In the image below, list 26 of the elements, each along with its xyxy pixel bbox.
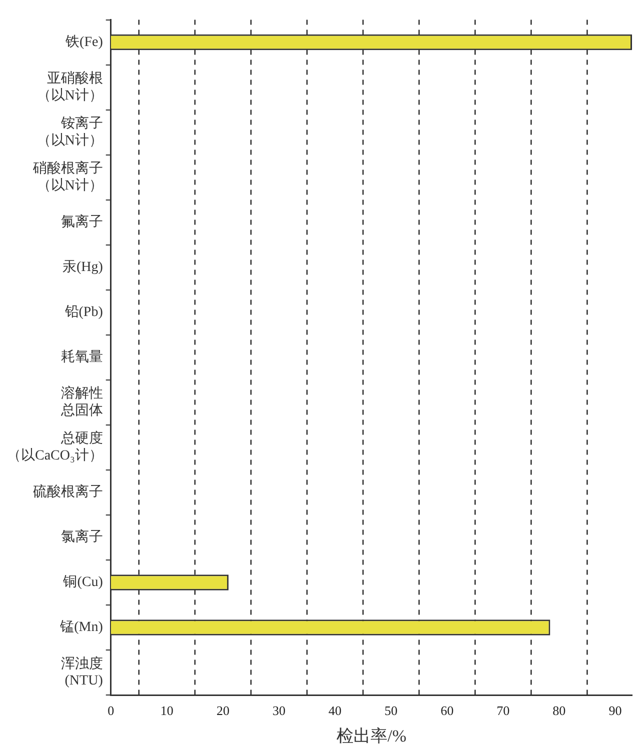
x-tick-label: 30: [272, 703, 286, 718]
x-tick-label: 60: [440, 703, 454, 718]
x-tick-label: 20: [216, 703, 230, 718]
x-tick-label: 70: [496, 703, 510, 718]
x-tick-label: 40: [328, 703, 342, 718]
y-tick-label: 总硬度（以CaCO₃计）: [6, 430, 103, 464]
y-tick-label: 硝酸根离子（以N计）: [32, 160, 103, 194]
y-tick-label: 汞(Hg): [62, 260, 104, 276]
y-tick-label: 浑浊度(NTU): [60, 656, 104, 689]
y-tick-label: 锰(Mn): [59, 619, 104, 636]
y-tick-label: 氟离子: [60, 214, 103, 230]
y-tick-label: 硫酸根离子: [32, 484, 103, 500]
y-tick-label: 铁(Fe): [64, 34, 104, 50]
x-tick-label: 0: [108, 703, 114, 718]
x-tick-label: 80: [552, 703, 566, 718]
y-tick-label: 溶解性总固体: [60, 386, 103, 418]
y-tick-label: 铅(Pb): [64, 304, 104, 320]
x-tick-label: 50: [384, 703, 398, 718]
x-tick-label: 10: [160, 703, 174, 718]
y-tick-label: 铜(Cu): [62, 574, 104, 590]
y-tick-label: 氯离子: [60, 529, 103, 546]
y-tick-label: 铵离子（以N计）: [36, 116, 103, 148]
y-tick-label: 耗氧量: [60, 349, 103, 366]
x-axis-title: 检出率/%: [336, 726, 406, 746]
y-tick-label: 亚硝酸根（以N计）: [36, 70, 103, 104]
x-tick-label: 90: [608, 703, 622, 718]
